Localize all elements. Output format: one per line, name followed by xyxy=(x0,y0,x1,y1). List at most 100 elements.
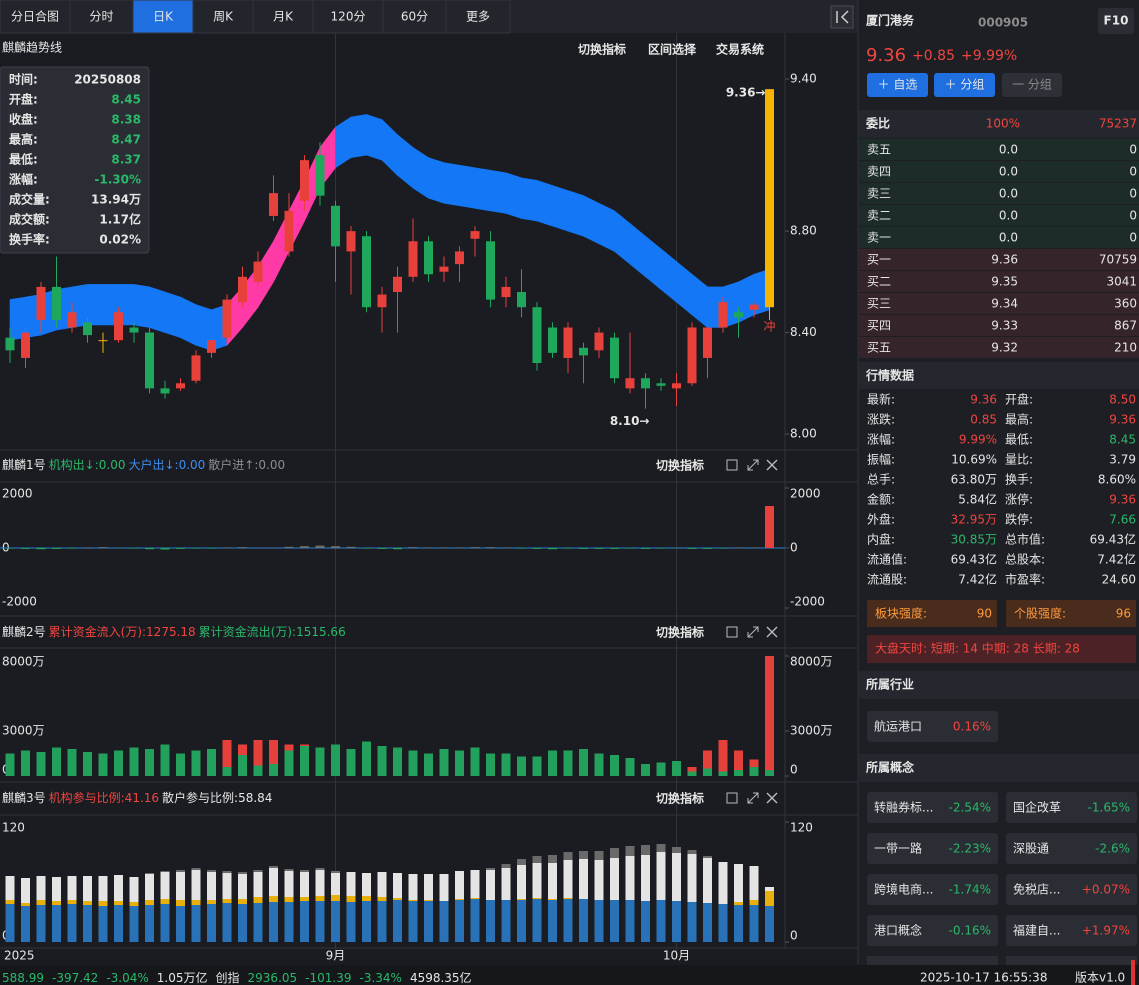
tag-change[interactable]: -2.6% xyxy=(1095,842,1130,856)
button-bg[interactable] xyxy=(867,73,928,97)
tab-label[interactable]: 月K xyxy=(273,10,294,24)
close-icon[interactable] xyxy=(766,626,778,638)
tag-name[interactable]: 港口概念 xyxy=(874,923,922,938)
tab-label[interactable]: 60分 xyxy=(401,10,428,24)
concept-tag[interactable]: 一带一路 -2.23% xyxy=(867,833,998,864)
tag-bg[interactable] xyxy=(1006,833,1137,864)
tab-bg[interactable] xyxy=(69,0,134,34)
tab-bg[interactable] xyxy=(312,0,384,34)
tag-bg[interactable] xyxy=(867,833,998,864)
tab-bg[interactable] xyxy=(0,0,71,34)
chart-tool[interactable]: 交易系统 xyxy=(716,42,764,57)
tag-bg[interactable] xyxy=(867,711,998,742)
chart-tool[interactable]: 切换指标 xyxy=(578,42,626,57)
bar xyxy=(532,548,542,549)
panel-tool[interactable]: 切换指标 xyxy=(656,625,704,640)
tag-name[interactable]: 航运港口 xyxy=(874,719,922,734)
order-price: 0.0 xyxy=(999,143,1018,157)
tab-bg[interactable] xyxy=(382,0,447,34)
tab-bg[interactable] xyxy=(252,0,314,34)
tag-change[interactable]: 0.16% xyxy=(953,720,991,734)
tag-name[interactable]: 福建自... xyxy=(1013,923,1060,938)
f10-button[interactable]: F10 xyxy=(1098,8,1134,34)
close-icon[interactable] xyxy=(766,792,778,804)
action-button[interactable]: 一 分组 xyxy=(1002,73,1062,97)
tab[interactable]: 周K xyxy=(192,0,254,34)
bar-segment xyxy=(52,747,61,776)
f10-bg[interactable] xyxy=(1098,8,1134,34)
bar-segment xyxy=(455,871,464,899)
bar-segment xyxy=(718,740,728,772)
tag-bg[interactable] xyxy=(1006,874,1137,905)
concept-tag[interactable]: 国企改革 -1.65% xyxy=(1006,792,1137,823)
tab-bg[interactable] xyxy=(192,0,254,34)
market-timing: 大盘天时: 短期: 14 中期: 28 长期: 28 xyxy=(875,641,1080,656)
tab[interactable]: 分时 xyxy=(69,0,134,34)
tag-name[interactable]: 深股通 xyxy=(1013,842,1049,856)
tab-label[interactable]: 日K xyxy=(153,10,174,24)
tab[interactable]: 更多 xyxy=(445,0,511,34)
concept-tag[interactable]: 免税店... +0.07% xyxy=(1006,874,1137,905)
tag-change[interactable]: +1.97% xyxy=(1082,924,1130,938)
tab-label[interactable]: 分时 xyxy=(89,10,113,24)
tag-change[interactable]: -0.16% xyxy=(949,924,991,938)
concept-tag[interactable]: 港口概念 -0.16% xyxy=(867,915,998,946)
tab[interactable]: 120分 xyxy=(312,0,384,34)
concept-tag[interactable]: 转融券标... -2.54% xyxy=(867,792,998,823)
tab-label[interactable]: 分日合图 xyxy=(11,9,59,24)
tab-label[interactable]: 120分 xyxy=(331,10,366,24)
panel-icon[interactable] xyxy=(726,626,738,638)
panel-icon[interactable] xyxy=(726,459,738,471)
tag-change[interactable]: -1.74% xyxy=(949,883,991,897)
tag-change[interactable]: -1.65% xyxy=(1088,801,1130,815)
tag-bg[interactable] xyxy=(1006,915,1137,946)
tag-change[interactable]: -2.23% xyxy=(949,842,991,856)
bar-segment xyxy=(222,873,232,899)
collapse-button[interactable] xyxy=(830,5,854,29)
button-bg[interactable] xyxy=(1002,73,1062,97)
tab-label[interactable]: 更多 xyxy=(466,10,490,24)
panel-icon[interactable] xyxy=(747,792,759,804)
button-label[interactable]: 一 分组 xyxy=(1012,78,1052,92)
quote-value: 3.79 xyxy=(1109,453,1136,467)
tag-bg[interactable] xyxy=(867,915,998,946)
tag-bg[interactable] xyxy=(867,792,998,823)
tab-bg[interactable] xyxy=(132,0,194,34)
bar-segment xyxy=(734,750,743,770)
tag-change[interactable]: -2.54% xyxy=(949,801,991,815)
tab[interactable]: 日K xyxy=(132,0,194,34)
panel-icon[interactable] xyxy=(747,626,759,638)
tag-name[interactable]: 转融券标... xyxy=(874,800,933,815)
tag-bg[interactable] xyxy=(867,874,998,905)
tag-change[interactable]: +0.07% xyxy=(1082,883,1130,897)
tag-name[interactable]: 跨境电商... xyxy=(874,882,933,897)
tag-name[interactable]: 免税店... xyxy=(1013,882,1060,897)
action-button[interactable]: ＋ 自选 xyxy=(867,73,928,97)
industry-tag[interactable]: 航运港口 0.16% xyxy=(867,711,998,742)
button-label[interactable]: ＋ 分组 xyxy=(945,78,985,92)
close-icon[interactable] xyxy=(766,459,778,471)
panel-icon[interactable] xyxy=(726,792,738,804)
tab-bg[interactable] xyxy=(445,0,511,34)
button-bg[interactable] xyxy=(934,73,995,97)
tab[interactable]: 月K xyxy=(252,0,314,34)
tag-name[interactable]: 一带一路 xyxy=(874,841,922,856)
concept-tag[interactable]: 深股通 -2.6% xyxy=(1006,833,1137,864)
panel-tool[interactable]: 切换指标 xyxy=(656,458,704,473)
x-tick-label: 10月 xyxy=(663,949,690,963)
f10-label[interactable]: F10 xyxy=(1104,14,1129,28)
tab-label[interactable]: 周K xyxy=(213,10,234,24)
panel-icon[interactable] xyxy=(747,459,759,471)
tooltip-label: 开盘: xyxy=(9,92,38,107)
strength-value: 96 xyxy=(1116,607,1131,621)
chart-tool[interactable]: 区间选择 xyxy=(648,42,697,57)
concept-tag[interactable]: 福建自... +1.97% xyxy=(1006,915,1137,946)
action-button[interactable]: ＋ 分组 xyxy=(934,73,995,97)
concept-tag[interactable]: 跨境电商... -1.74% xyxy=(867,874,998,905)
panel-tool[interactable]: 切换指标 xyxy=(656,791,704,806)
tab[interactable]: 60分 xyxy=(382,0,447,34)
tag-name[interactable]: 国企改革 xyxy=(1013,800,1061,815)
button-label[interactable]: ＋ 自选 xyxy=(878,78,918,92)
tab[interactable]: 分日合图 xyxy=(0,0,71,34)
tag-bg[interactable] xyxy=(1006,792,1137,823)
